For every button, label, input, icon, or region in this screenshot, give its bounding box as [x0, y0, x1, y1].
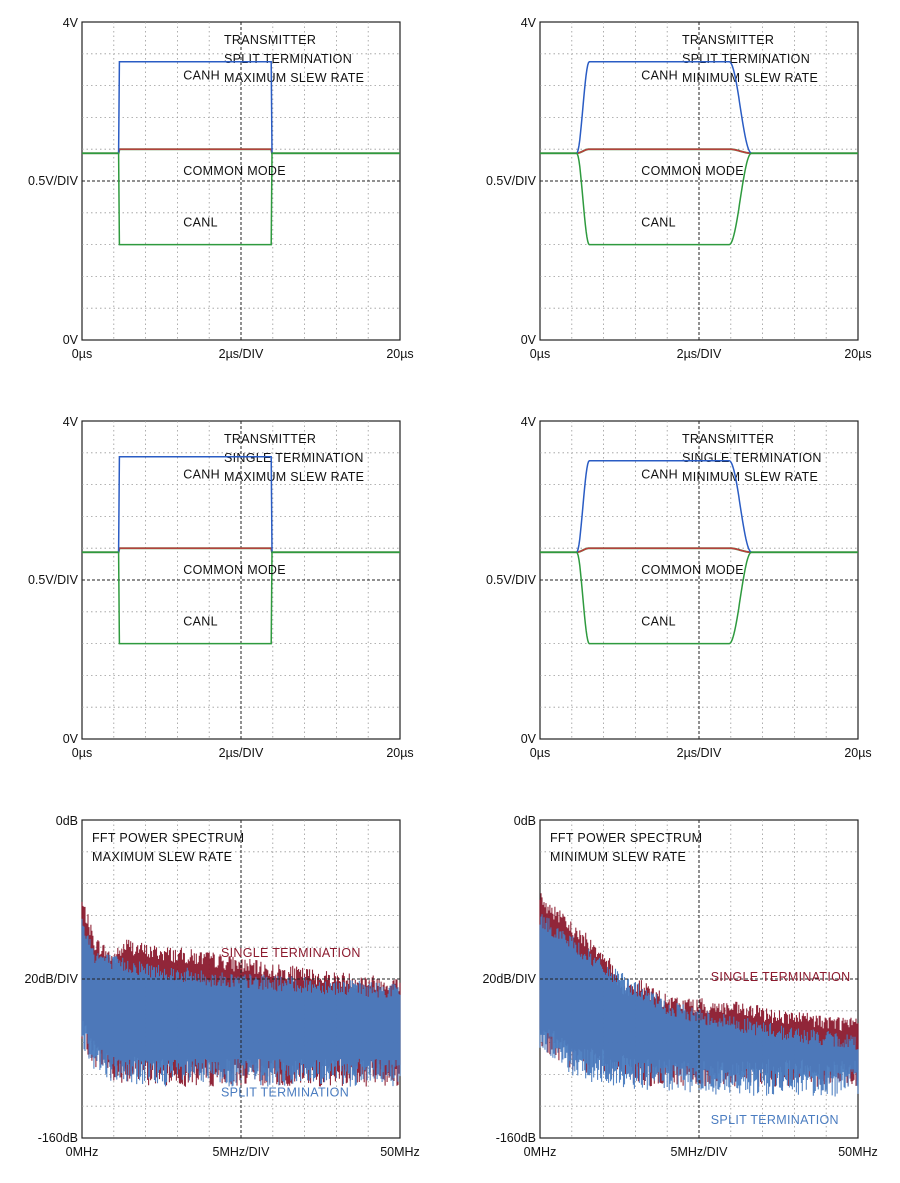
x-mid-label: 2µs/DIV: [219, 746, 264, 760]
x-left-label: 0µs: [530, 347, 550, 361]
y-mid-label: 0.5V/DIV: [486, 174, 537, 188]
chart-title-line: TRANSMITTER: [682, 432, 774, 446]
chart-title-line: TRANSMITTER: [682, 33, 774, 47]
y-mid-label: 20dB/DIV: [24, 972, 78, 986]
spectrum-annotation: SINGLE TERMINATION: [221, 946, 361, 960]
chart-title-line: MAXIMUM SLEW RATE: [224, 71, 364, 85]
series-annotation: COMMON MODE: [183, 563, 286, 577]
y-top-label: 0dB: [514, 814, 536, 828]
chart-title-line: MINIMUM SLEW RATE: [682, 470, 818, 484]
y-bottom-label: -160dB: [496, 1131, 536, 1145]
chart-title-line: MAXIMUM SLEW RATE: [224, 470, 364, 484]
chart-title-line: MINIMUM SLEW RATE: [550, 850, 686, 864]
y-bottom-label: 0V: [521, 333, 537, 347]
x-mid-label: 5MHz/DIV: [671, 1145, 729, 1159]
y-top-label: 4V: [521, 16, 537, 30]
x-mid-label: 2µs/DIV: [219, 347, 264, 361]
x-mid-label: 5MHz/DIV: [213, 1145, 271, 1159]
x-right-label: 20µs: [844, 746, 871, 760]
x-right-label: 20µs: [386, 347, 413, 361]
y-bottom-label: 0V: [63, 333, 79, 347]
y-mid-label: 0.5V/DIV: [28, 174, 79, 188]
x-right-label: 50MHz: [838, 1145, 878, 1159]
series-annotation: CANL: [183, 216, 218, 230]
y-mid-label: 0.5V/DIV: [28, 573, 79, 587]
series-line-canl: [540, 152, 858, 246]
chart-title-line: SINGLE TERMINATION: [224, 451, 364, 465]
y-top-label: 0dB: [56, 814, 78, 828]
y-bottom-label: 0V: [63, 732, 79, 746]
series-annotation: COMMON MODE: [641, 164, 744, 178]
series-annotation: CANH: [641, 468, 678, 482]
x-mid-label: 2µs/DIV: [677, 746, 722, 760]
x-mid-label: 2µs/DIV: [677, 347, 722, 361]
y-bottom-label: 0V: [521, 732, 537, 746]
x-left-label: 0µs: [72, 347, 92, 361]
spectrum-annotation: SINGLE TERMINATION: [711, 970, 851, 984]
y-bottom-label: -160dB: [38, 1131, 78, 1145]
series-annotation: CANL: [641, 216, 676, 230]
series-line-canl: [82, 551, 400, 645]
x-left-label: 0MHz: [524, 1145, 557, 1159]
series-line-canl: [82, 152, 400, 246]
x-right-label: 50MHz: [380, 1145, 420, 1159]
chart-title-line: SINGLE TERMINATION: [682, 451, 822, 465]
x-right-label: 20µs: [844, 347, 871, 361]
chart-title-line: FFT POWER SPECTRUM: [92, 831, 244, 845]
chart-title-line: FFT POWER SPECTRUM: [550, 831, 702, 845]
y-top-label: 4V: [63, 16, 79, 30]
x-left-label: 0µs: [530, 746, 550, 760]
series-line-canl: [540, 551, 858, 645]
spectrum-annotation: SPLIT TERMINATION: [711, 1113, 839, 1127]
series-annotation: COMMON MODE: [641, 563, 744, 577]
chart-title-line: MAXIMUM SLEW RATE: [92, 850, 232, 864]
series-annotation: CANH: [183, 69, 220, 83]
y-mid-label: 0.5V/DIV: [486, 573, 537, 587]
x-left-label: 0MHz: [66, 1145, 99, 1159]
x-right-label: 20µs: [386, 746, 413, 760]
chart-title-line: SPLIT TERMINATION: [224, 52, 352, 66]
spectrum-annotation: SPLIT TERMINATION: [221, 1085, 349, 1099]
x-left-label: 0µs: [72, 746, 92, 760]
spectrum-band-split-termination: [81, 918, 401, 1087]
spectrum-band-split-termination: [539, 914, 859, 1097]
y-top-label: 4V: [63, 415, 79, 429]
chart-title-line: MINIMUM SLEW RATE: [682, 71, 818, 85]
chart-title-line: SPLIT TERMINATION: [682, 52, 810, 66]
chart-title-line: TRANSMITTER: [224, 33, 316, 47]
y-mid-label: 20dB/DIV: [482, 972, 536, 986]
series-annotation: COMMON MODE: [183, 164, 286, 178]
chart-title-line: TRANSMITTER: [224, 432, 316, 446]
y-top-label: 4V: [521, 415, 537, 429]
series-annotation: CANH: [641, 69, 678, 83]
series-annotation: CANL: [183, 615, 218, 629]
series-annotation: CANH: [183, 468, 220, 482]
series-annotation: CANL: [641, 615, 676, 629]
